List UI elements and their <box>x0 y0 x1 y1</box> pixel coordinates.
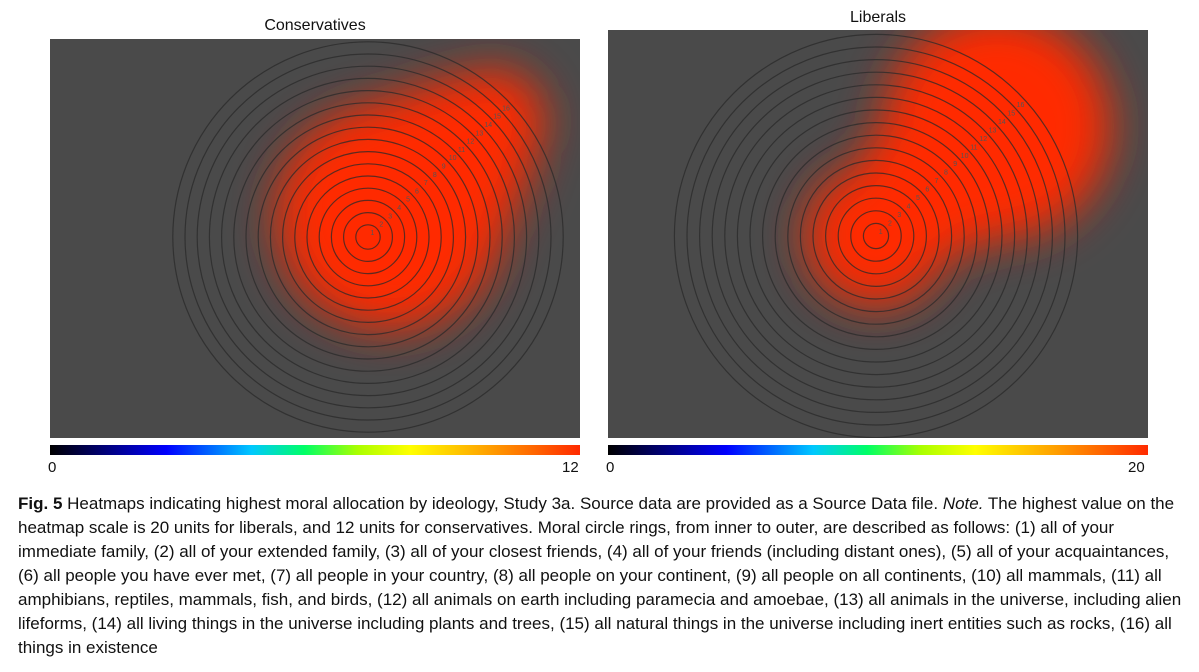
ring-label-16: 16 <box>1017 102 1025 109</box>
ring-3 <box>837 197 915 275</box>
ring-11 <box>233 102 503 372</box>
ring-14 <box>699 59 1053 413</box>
ring-label-3: 3 <box>897 212 901 219</box>
ring-6 <box>294 163 442 311</box>
ring-label-1: 1 <box>879 229 883 236</box>
colorbar-max-conservatives: 12 <box>562 459 579 476</box>
ring-11 <box>736 96 1016 376</box>
ring-label-11: 11 <box>458 147 465 154</box>
ring-5 <box>812 172 940 300</box>
ring-label-3: 3 <box>388 213 392 220</box>
ring-16 <box>172 41 564 433</box>
caption-text-part-a: Heatmaps indicating highest moral alloca… <box>62 494 943 513</box>
ring-label-4: 4 <box>907 203 911 210</box>
heatmap-conservatives: 1 2 3 4 5 6 7 8 9 10 11 12 13 14 15 16 <box>50 39 580 438</box>
ring-label-13: 13 <box>989 127 997 134</box>
moral-circle-rings <box>172 41 564 433</box>
caption-note-label: Note. <box>942 494 984 513</box>
ring-label-16: 16 <box>502 105 510 112</box>
ring-label-1: 1 <box>370 230 374 237</box>
ring-7 <box>282 150 455 324</box>
colorbar-max-liberals: 20 <box>1128 459 1145 476</box>
chart-title-liberals: Liberals <box>849 9 907 26</box>
ring-label-5: 5 <box>406 197 410 204</box>
ring-7 <box>787 147 965 325</box>
ring-3 <box>330 199 406 275</box>
ring-label-4: 4 <box>397 205 401 212</box>
ring-label-8: 8 <box>944 170 948 177</box>
moral-circle-rings <box>673 33 1079 438</box>
ring-label-10: 10 <box>961 153 969 160</box>
ring-label-7: 7 <box>935 178 939 185</box>
ring-label-5: 5 <box>916 195 920 202</box>
ring-label-7: 7 <box>424 180 428 187</box>
ring-15 <box>184 53 552 421</box>
caption-text-part-b: The highest value on the heatmap scale i… <box>18 494 1182 657</box>
ring-label-14: 14 <box>484 122 492 129</box>
ring-9 <box>762 121 991 351</box>
ring-15 <box>686 46 1066 426</box>
ring-label-11: 11 <box>970 144 977 151</box>
ring-13 <box>711 71 1041 401</box>
heatmap-liberals: 1 2 3 4 5 6 7 8 9 10 11 12 13 14 15 16 <box>608 30 1148 438</box>
figure-caption: Fig. 5 Heatmaps indicating highest moral… <box>18 492 1186 660</box>
ring-label-12: 12 <box>979 136 987 143</box>
ring-label-6: 6 <box>415 188 419 195</box>
ring-label-9: 9 <box>953 161 957 168</box>
ring-1 <box>862 222 890 250</box>
ring-8 <box>774 134 978 338</box>
ring-label-15: 15 <box>493 114 501 121</box>
ring-label-9: 9 <box>442 163 446 170</box>
ring-label-6: 6 <box>925 187 929 194</box>
colorbar-min-conservatives: 0 <box>48 459 57 476</box>
colorbar-liberals <box>608 445 1148 455</box>
ring-label-8: 8 <box>433 172 437 179</box>
ring-label-12: 12 <box>467 139 475 146</box>
ring-2 <box>343 212 394 263</box>
ring-label-15: 15 <box>1007 111 1015 118</box>
ring-5 <box>306 175 430 299</box>
caption-figure-label: Fig. 5 <box>18 494 63 513</box>
ring-label-2: 2 <box>888 220 892 227</box>
chart-title-conservatives: Conservatives <box>264 17 366 34</box>
heat-blob-3 <box>884 30 1111 240</box>
ring-9 <box>257 126 479 348</box>
ring-10 <box>749 109 1003 363</box>
colorbar-conservatives <box>50 445 580 455</box>
ring-label-2: 2 <box>379 222 383 229</box>
ring-14 <box>196 65 540 409</box>
ring-4 <box>318 187 418 287</box>
ring-16 <box>673 33 1079 438</box>
ring-6 <box>799 159 953 313</box>
ring-12 <box>724 84 1028 388</box>
ring-label-13: 13 <box>475 130 483 137</box>
ring-8 <box>269 138 467 336</box>
colorbar-min-liberals: 0 <box>606 459 615 476</box>
ring-10 <box>245 114 491 360</box>
ring-label-14: 14 <box>998 119 1006 126</box>
ring-4 <box>825 185 928 288</box>
ring-label-10: 10 <box>449 155 457 162</box>
ring-1 <box>355 224 381 250</box>
ring-13 <box>208 77 528 397</box>
ring-2 <box>850 210 902 262</box>
ring-12 <box>221 90 515 384</box>
